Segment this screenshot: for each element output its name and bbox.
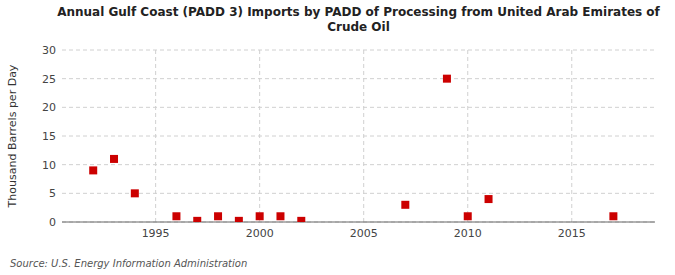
x-tick-label: 2015 [558, 227, 586, 240]
point [193, 217, 201, 222]
chart: 0 5 10 15 20 25 30 1995 2000 2005 2010 2015 Thousand… [0, 0, 675, 275]
x-tick-label: 2010 [454, 227, 482, 240]
point [110, 155, 118, 163]
x-tick-label: 2000 [246, 227, 274, 240]
x-tick-label: 1995 [142, 227, 170, 240]
point [485, 195, 493, 203]
y-tick-label: 5 [49, 187, 56, 200]
y-tick-label: 10 [42, 159, 56, 172]
grid-line-y [62, 78, 655, 79]
point [89, 166, 97, 174]
chart-container: 0 5 10 15 20 25 30 1995 2000 2005 2010 2015 Thousand… [0, 0, 675, 275]
point [235, 217, 243, 222]
point [172, 212, 180, 220]
y-tick-label: 15 [42, 130, 56, 143]
grid-line-y [62, 107, 655, 108]
grid-line-x [259, 50, 260, 222]
grid-line-y [62, 164, 655, 165]
points [89, 75, 617, 222]
title: Annual Gulf Coast (PADD 3) Imports by PA… [57, 5, 660, 34]
y-tick-label: 20 [42, 101, 56, 114]
y-axis-label: Thousand Barrels per Day [6, 64, 19, 208]
grid [62, 50, 655, 222]
y-tick-label: 0 [49, 216, 56, 229]
grid-line-y [62, 222, 655, 223]
y-tick-label: 30 [42, 44, 56, 57]
point [214, 212, 222, 220]
x-tick-label: 2005 [350, 227, 378, 240]
point [609, 212, 617, 220]
point [256, 212, 264, 220]
y-tick-label: 25 [42, 73, 56, 86]
grid-line-y [62, 136, 655, 137]
grid-line-x [467, 50, 468, 222]
x-axis-line [62, 222, 655, 223]
grid-line-y [62, 50, 655, 51]
point [401, 201, 409, 209]
grid-line-x [363, 50, 364, 222]
point [464, 212, 472, 220]
grid-line-x [155, 50, 156, 222]
source-note: Source: U.S. Energy Information Administ… [10, 258, 247, 269]
grid-line-x [571, 50, 572, 222]
point [297, 217, 305, 222]
point [443, 75, 451, 83]
grid-line-y [62, 193, 655, 194]
point [131, 189, 139, 197]
point [276, 212, 284, 220]
